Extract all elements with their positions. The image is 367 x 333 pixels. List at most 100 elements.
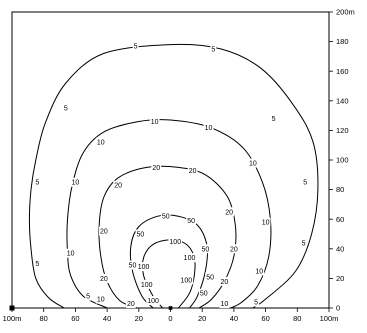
contour-label: 10 xyxy=(255,269,263,276)
x-axis: 100m 80 60 40 20 0 20 40 60 80 100m xyxy=(3,308,339,323)
y-tick-label: 60 xyxy=(336,215,344,224)
contour-label: 5 xyxy=(64,106,68,113)
contour-label: 5 xyxy=(254,300,258,307)
contour-label-bg xyxy=(146,296,160,306)
contour-label: 50 xyxy=(201,246,209,253)
contour-label-bg xyxy=(179,275,194,285)
contour-label-bg xyxy=(270,114,277,124)
contour-label: 100 xyxy=(141,282,153,289)
contour-label: 5 xyxy=(302,240,306,247)
contour-label-bg xyxy=(113,180,124,190)
contour-label: 100 xyxy=(184,255,196,262)
contour-label-bg xyxy=(95,294,106,304)
plot-frame xyxy=(11,11,330,309)
x-tick-label: 20 xyxy=(198,314,206,323)
contour-line-5 xyxy=(28,43,319,309)
contour-label-bg xyxy=(253,297,260,307)
contour-label: 100 xyxy=(169,239,181,246)
contour-label-bg xyxy=(219,299,230,309)
y-tick-label: 80 xyxy=(336,185,344,194)
x-tick-label: 60 xyxy=(261,314,269,323)
contour-label-bg xyxy=(205,272,216,282)
contour-label: 20 xyxy=(152,165,160,172)
contour-label-bg xyxy=(248,158,258,168)
contour-label-bg xyxy=(70,177,81,187)
contour-label-bg xyxy=(302,177,309,187)
contour-label-bg xyxy=(99,226,109,236)
contour-label-bg xyxy=(136,262,151,272)
y-tick-label: 180 xyxy=(336,37,349,46)
contour-label: 20 xyxy=(220,279,228,286)
contour-label: 10 xyxy=(67,251,75,258)
contour-label-bg xyxy=(139,279,154,289)
contour-label-bg xyxy=(65,248,76,258)
square-marker xyxy=(168,306,173,310)
contour-label: 50 xyxy=(206,274,214,281)
contour-label-bg xyxy=(260,217,271,227)
contour-label-bg xyxy=(151,162,162,172)
contour-label: 5 xyxy=(211,47,215,54)
contour-label-bg xyxy=(182,253,197,263)
y-tick-label: 140 xyxy=(336,96,349,105)
x-tick-label: 100m xyxy=(3,314,22,323)
contour-label-bg xyxy=(168,236,183,246)
contour-labels: 5 5 5 5 5 5 5 5 5 5 10 10 10 10 10 10 10 10 10 10 20 20 20 20 20… xyxy=(34,41,309,309)
contour-label-bg xyxy=(210,44,217,54)
x-tick-label: 0 xyxy=(168,314,172,323)
contour-label-bg xyxy=(125,299,136,309)
x-tick-label: 20 xyxy=(135,314,143,323)
contour-label: 20 xyxy=(189,168,197,175)
contour-label: 10 xyxy=(262,220,270,227)
y-tick-label: 120 xyxy=(336,126,349,135)
y-tick-label: 160 xyxy=(336,67,349,76)
contour-label: 10 xyxy=(97,140,105,147)
contour-label: 50 xyxy=(129,263,137,270)
contour-line-20 xyxy=(98,165,237,309)
contour-label: 10 xyxy=(205,125,213,132)
contour-label-bg xyxy=(62,103,69,113)
x-tick-label: 100m xyxy=(320,314,339,323)
contour-label: 5 xyxy=(134,44,138,51)
x-tick-label: 60 xyxy=(71,314,79,323)
contour-label: 50 xyxy=(187,218,195,225)
contour-label: 10 xyxy=(97,297,105,304)
contour-label: 5 xyxy=(35,180,39,187)
x-tick-label: 80 xyxy=(40,314,48,323)
contour-label: 10 xyxy=(72,180,80,187)
contour-label-bg xyxy=(187,165,198,175)
contour-label-bg xyxy=(224,207,235,217)
x-tick-label: 40 xyxy=(230,314,238,323)
contour-label-bg xyxy=(34,177,41,187)
contour-label: 50 xyxy=(162,214,170,221)
contour-label: 100 xyxy=(181,277,193,284)
contour-label: 100 xyxy=(147,298,159,305)
contour-label: 5 xyxy=(272,116,276,123)
contour-label: 5 xyxy=(86,294,90,301)
contour-label-bg xyxy=(200,244,211,254)
contour-label: 5 xyxy=(35,261,39,268)
contour-label: 20 xyxy=(114,183,122,190)
y-tick-label: 0 xyxy=(336,304,340,313)
contour-label-bg xyxy=(203,122,214,132)
contour-label: 20 xyxy=(225,209,233,216)
contour-label-bg xyxy=(219,276,230,286)
contour-label-bg xyxy=(34,259,41,269)
square-marker xyxy=(9,305,15,311)
contour-label-bg xyxy=(132,41,139,51)
contour-label: 50 xyxy=(200,291,208,298)
contour-label-bg xyxy=(85,291,92,301)
contour-label-bg xyxy=(135,229,146,239)
contour-label: 50 xyxy=(136,232,144,239)
contour-label: 10 xyxy=(220,301,228,308)
contour-label: 20 xyxy=(127,301,135,308)
y-tick-label: 100 xyxy=(336,156,349,165)
contour-label: 10 xyxy=(249,160,257,167)
contour-label-bg xyxy=(160,211,171,221)
contour-label-bg xyxy=(95,137,106,147)
y-axis: 0 20 40 60 80 100 120 140 160 180 200m xyxy=(329,8,355,313)
contour-label-bg xyxy=(149,117,160,127)
contour-label: 10 xyxy=(151,119,159,126)
contour-label: 20 xyxy=(100,276,108,283)
contour-label: 20 xyxy=(230,246,238,253)
x-tick-label: 40 xyxy=(103,314,111,323)
